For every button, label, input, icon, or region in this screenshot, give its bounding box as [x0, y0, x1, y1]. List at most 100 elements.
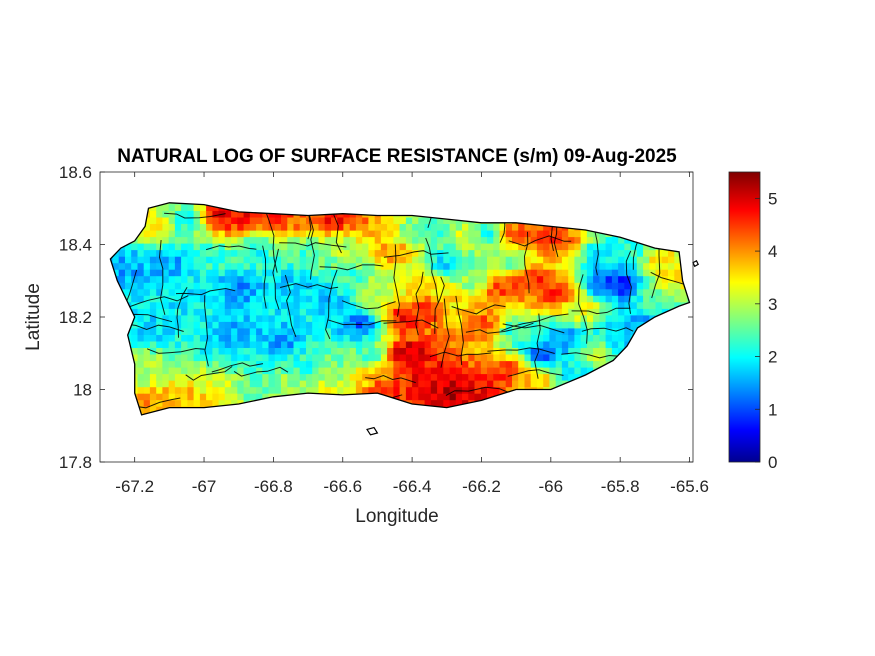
heatmap-cell	[156, 360, 163, 368]
heatmap-cell	[187, 275, 195, 283]
heatmap-cell	[462, 380, 469, 388]
heatmap-cell	[455, 282, 463, 290]
heatmap-cell	[530, 288, 538, 296]
heatmap-cell	[405, 262, 413, 270]
heatmap-cell	[443, 230, 451, 238]
heatmap-cell	[368, 380, 376, 388]
heatmap-cell	[212, 295, 220, 303]
heatmap-cell	[118, 269, 126, 277]
heatmap-cell	[430, 288, 438, 296]
heatmap-cell	[212, 399, 220, 407]
heatmap-cell	[668, 249, 675, 257]
heatmap-cell	[293, 288, 301, 296]
heatmap-cell	[462, 354, 469, 362]
heatmap-cell	[181, 314, 188, 322]
heatmap-cell	[455, 399, 463, 407]
heatmap-cell	[593, 243, 600, 251]
heatmap-cell	[249, 321, 257, 329]
heatmap-cell	[593, 230, 600, 238]
heatmap-cell	[580, 262, 588, 270]
heatmap-cell	[312, 288, 319, 296]
heatmap-cell	[374, 380, 382, 388]
heatmap-cell	[299, 354, 307, 362]
heatmap-cell	[243, 334, 251, 342]
heatmap-cell	[337, 236, 344, 244]
heatmap-cell	[181, 216, 188, 224]
heatmap-cell	[224, 216, 232, 224]
heatmap-cell	[312, 308, 319, 316]
heatmap-cell	[231, 308, 238, 316]
heatmap-cell	[468, 236, 476, 244]
boundary-line	[262, 245, 267, 309]
heatmap-cell	[380, 269, 388, 277]
heatmap-cell	[368, 216, 376, 224]
boundary-line	[455, 295, 464, 366]
heatmap-cell	[493, 327, 501, 335]
heatmap-cell	[455, 327, 463, 335]
heatmap-cell	[380, 367, 388, 375]
heatmap-cell	[337, 223, 344, 231]
boundary-line	[341, 300, 396, 310]
heatmap-cell	[349, 269, 357, 277]
heatmap-cell	[505, 354, 513, 362]
heatmap-cell	[512, 347, 519, 355]
heatmap-cell	[474, 275, 482, 283]
heatmap-cell	[237, 223, 245, 231]
heatmap-cell	[668, 295, 675, 303]
heatmap-cell	[555, 380, 563, 388]
boundary-line	[185, 365, 233, 381]
heatmap-cell	[405, 282, 413, 290]
heatmap-cell	[368, 327, 376, 335]
heatmap-cell	[224, 249, 232, 257]
heatmap-cell	[412, 373, 419, 381]
heatmap-cell	[643, 288, 650, 296]
heatmap-cell	[387, 380, 394, 388]
boundary-line	[440, 298, 450, 368]
heatmap-cell	[224, 314, 232, 322]
heatmap-cell	[149, 275, 157, 283]
heatmap-cell	[299, 386, 307, 394]
heatmap-cell	[480, 223, 488, 231]
heatmap-cell	[268, 373, 276, 381]
heatmap-cell	[549, 275, 557, 283]
heatmap-cell	[374, 386, 382, 394]
heatmap-cell	[580, 301, 588, 309]
heatmap-cell	[156, 282, 163, 290]
heatmap-cell	[312, 230, 319, 238]
heatmap-cell	[605, 269, 613, 277]
heatmap-cell	[199, 216, 207, 224]
heatmap-cell	[655, 262, 663, 270]
heatmap-cell	[524, 256, 532, 264]
heatmap-cell	[624, 269, 632, 277]
heatmap-cell	[399, 380, 407, 388]
heatmap-cell	[337, 269, 344, 277]
heatmap-cell	[368, 275, 376, 283]
heatmap-cell	[549, 301, 557, 309]
heatmap-cell	[618, 282, 625, 290]
heatmap-cell	[355, 354, 363, 362]
heatmap-cell	[174, 380, 182, 388]
heatmap-cell	[293, 262, 301, 270]
heatmap-cell	[181, 203, 188, 211]
heatmap-cell	[611, 321, 619, 329]
heatmap-cell	[324, 380, 332, 388]
heatmap-cell	[474, 223, 482, 231]
heatmap-cell	[249, 230, 257, 238]
heatmap-cell	[499, 282, 507, 290]
heatmap-cell	[256, 367, 263, 375]
boundary-line	[176, 286, 188, 338]
heatmap-cell	[206, 380, 213, 388]
heatmap-cell	[256, 321, 263, 329]
heatmap-cell	[206, 393, 213, 401]
heatmap-cell	[349, 386, 357, 394]
heatmap-cell	[299, 321, 307, 329]
heatmap-cell	[224, 360, 232, 368]
heatmap-cell	[624, 256, 632, 264]
boundary-line	[164, 212, 226, 219]
heatmap-cell	[149, 367, 157, 375]
heatmap-cell	[561, 301, 569, 309]
heatmap-cell	[337, 282, 344, 290]
heatmap-cell	[143, 275, 151, 283]
heatmap-cell	[412, 340, 419, 348]
colorbar-tick-label: 0	[768, 453, 777, 472]
